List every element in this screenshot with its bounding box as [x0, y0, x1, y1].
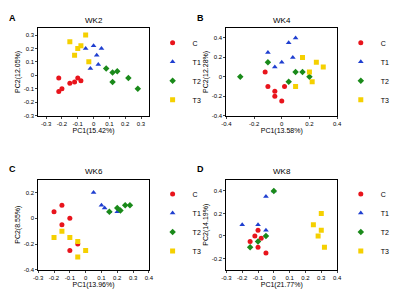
svg-text:0: 0 [31, 72, 35, 78]
svg-text:C: C [381, 191, 386, 198]
svg-text:PC1(15.42%): PC1(15.42%) [73, 127, 115, 135]
svg-text:0.1: 0.1 [285, 275, 294, 281]
svg-text:0.2: 0.2 [26, 46, 35, 52]
svg-text:C: C [193, 40, 198, 47]
svg-text:T3: T3 [381, 97, 389, 104]
svg-text:T3: T3 [381, 248, 389, 255]
svg-text:0: 0 [272, 275, 276, 281]
svg-text:0.4: 0.4 [214, 35, 223, 41]
svg-text:0.4: 0.4 [333, 275, 342, 281]
svg-text:0.3: 0.3 [26, 32, 35, 38]
svg-text:PC2(12.05%): PC2(12.05%) [14, 51, 22, 93]
svg-text:PC2(14.19%): PC2(14.19%) [202, 204, 210, 246]
svg-text:PC1(13.96%): PC1(13.96%) [73, 281, 115, 289]
svg-text:-0.3: -0.3 [24, 113, 35, 119]
svg-text:0.2: 0.2 [301, 275, 310, 281]
svg-text:0.2: 0.2 [214, 54, 223, 60]
svg-text:-0.1: -0.1 [73, 121, 84, 127]
svg-text:T1: T1 [193, 210, 201, 217]
svg-text:WK8: WK8 [273, 167, 291, 176]
svg-text:T2: T2 [193, 78, 201, 85]
svg-text:-0.2: -0.2 [24, 241, 35, 247]
svg-text:-0.2: -0.2 [24, 99, 35, 105]
svg-text:0.3: 0.3 [129, 275, 138, 281]
svg-text:0.2: 0.2 [214, 211, 223, 217]
svg-text:T3: T3 [193, 248, 201, 255]
svg-text:0: 0 [31, 215, 35, 221]
svg-text:T1: T1 [381, 210, 389, 217]
svg-text:-0.4: -0.4 [221, 121, 232, 127]
svg-text:0: 0 [92, 121, 96, 127]
svg-text:T3: T3 [193, 97, 201, 104]
svg-text:0.2: 0.2 [113, 275, 122, 281]
svg-text:D: D [197, 164, 204, 174]
svg-text:0.4: 0.4 [145, 275, 154, 281]
svg-text:C: C [381, 40, 386, 47]
svg-text:B: B [197, 13, 204, 23]
svg-text:-0.2: -0.2 [57, 121, 68, 127]
svg-text:T1: T1 [381, 59, 389, 66]
svg-text:C: C [9, 164, 16, 174]
svg-text:-0.4: -0.4 [24, 267, 35, 273]
svg-text:-0.2: -0.2 [249, 121, 260, 127]
svg-text:-0.3: -0.3 [41, 121, 52, 127]
svg-text:-0.2: -0.2 [237, 275, 248, 281]
svg-text:0: 0 [219, 74, 223, 80]
svg-text:PC2(8.55%): PC2(8.55%) [14, 206, 22, 244]
svg-text:-0.3: -0.3 [33, 275, 44, 281]
svg-text:0.2: 0.2 [305, 121, 314, 127]
svg-text:-0.1: -0.1 [24, 86, 35, 92]
svg-text:0: 0 [84, 275, 88, 281]
svg-text:0.3: 0.3 [137, 121, 146, 127]
svg-text:PC2(12.28%): PC2(12.28%) [202, 51, 210, 93]
svg-text:A: A [9, 13, 16, 23]
svg-text:-0.3: -0.3 [221, 275, 232, 281]
svg-text:-0.2: -0.2 [212, 93, 223, 99]
svg-text:0.1: 0.1 [105, 121, 114, 127]
svg-text:0.1: 0.1 [97, 275, 106, 281]
svg-text:0.4: 0.4 [214, 188, 223, 194]
svg-text:-0.2: -0.2 [212, 256, 223, 262]
svg-text:-0.1: -0.1 [253, 275, 264, 281]
svg-text:T2: T2 [193, 229, 201, 236]
svg-text:WK2: WK2 [85, 16, 103, 25]
svg-text:0.1: 0.1 [26, 59, 35, 65]
svg-text:T2: T2 [381, 229, 389, 236]
svg-text:WK6: WK6 [85, 167, 103, 176]
svg-text:C: C [193, 191, 198, 198]
svg-text:PC1(21.77%): PC1(21.77%) [261, 281, 303, 289]
svg-text:0.2: 0.2 [121, 121, 130, 127]
svg-text:0: 0 [280, 121, 284, 127]
svg-text:WK4: WK4 [273, 16, 291, 25]
svg-text:0.4: 0.4 [333, 121, 342, 127]
svg-text:0.2: 0.2 [26, 190, 35, 196]
svg-text:-0.1: -0.1 [65, 275, 76, 281]
svg-text:-0.4: -0.4 [212, 113, 223, 119]
svg-text:T1: T1 [193, 59, 201, 66]
svg-text:0.3: 0.3 [317, 275, 326, 281]
svg-text:0: 0 [219, 233, 223, 239]
svg-text:PC1(13.58%): PC1(13.58%) [261, 127, 303, 135]
svg-text:T2: T2 [381, 78, 389, 85]
svg-text:-0.2: -0.2 [49, 275, 60, 281]
